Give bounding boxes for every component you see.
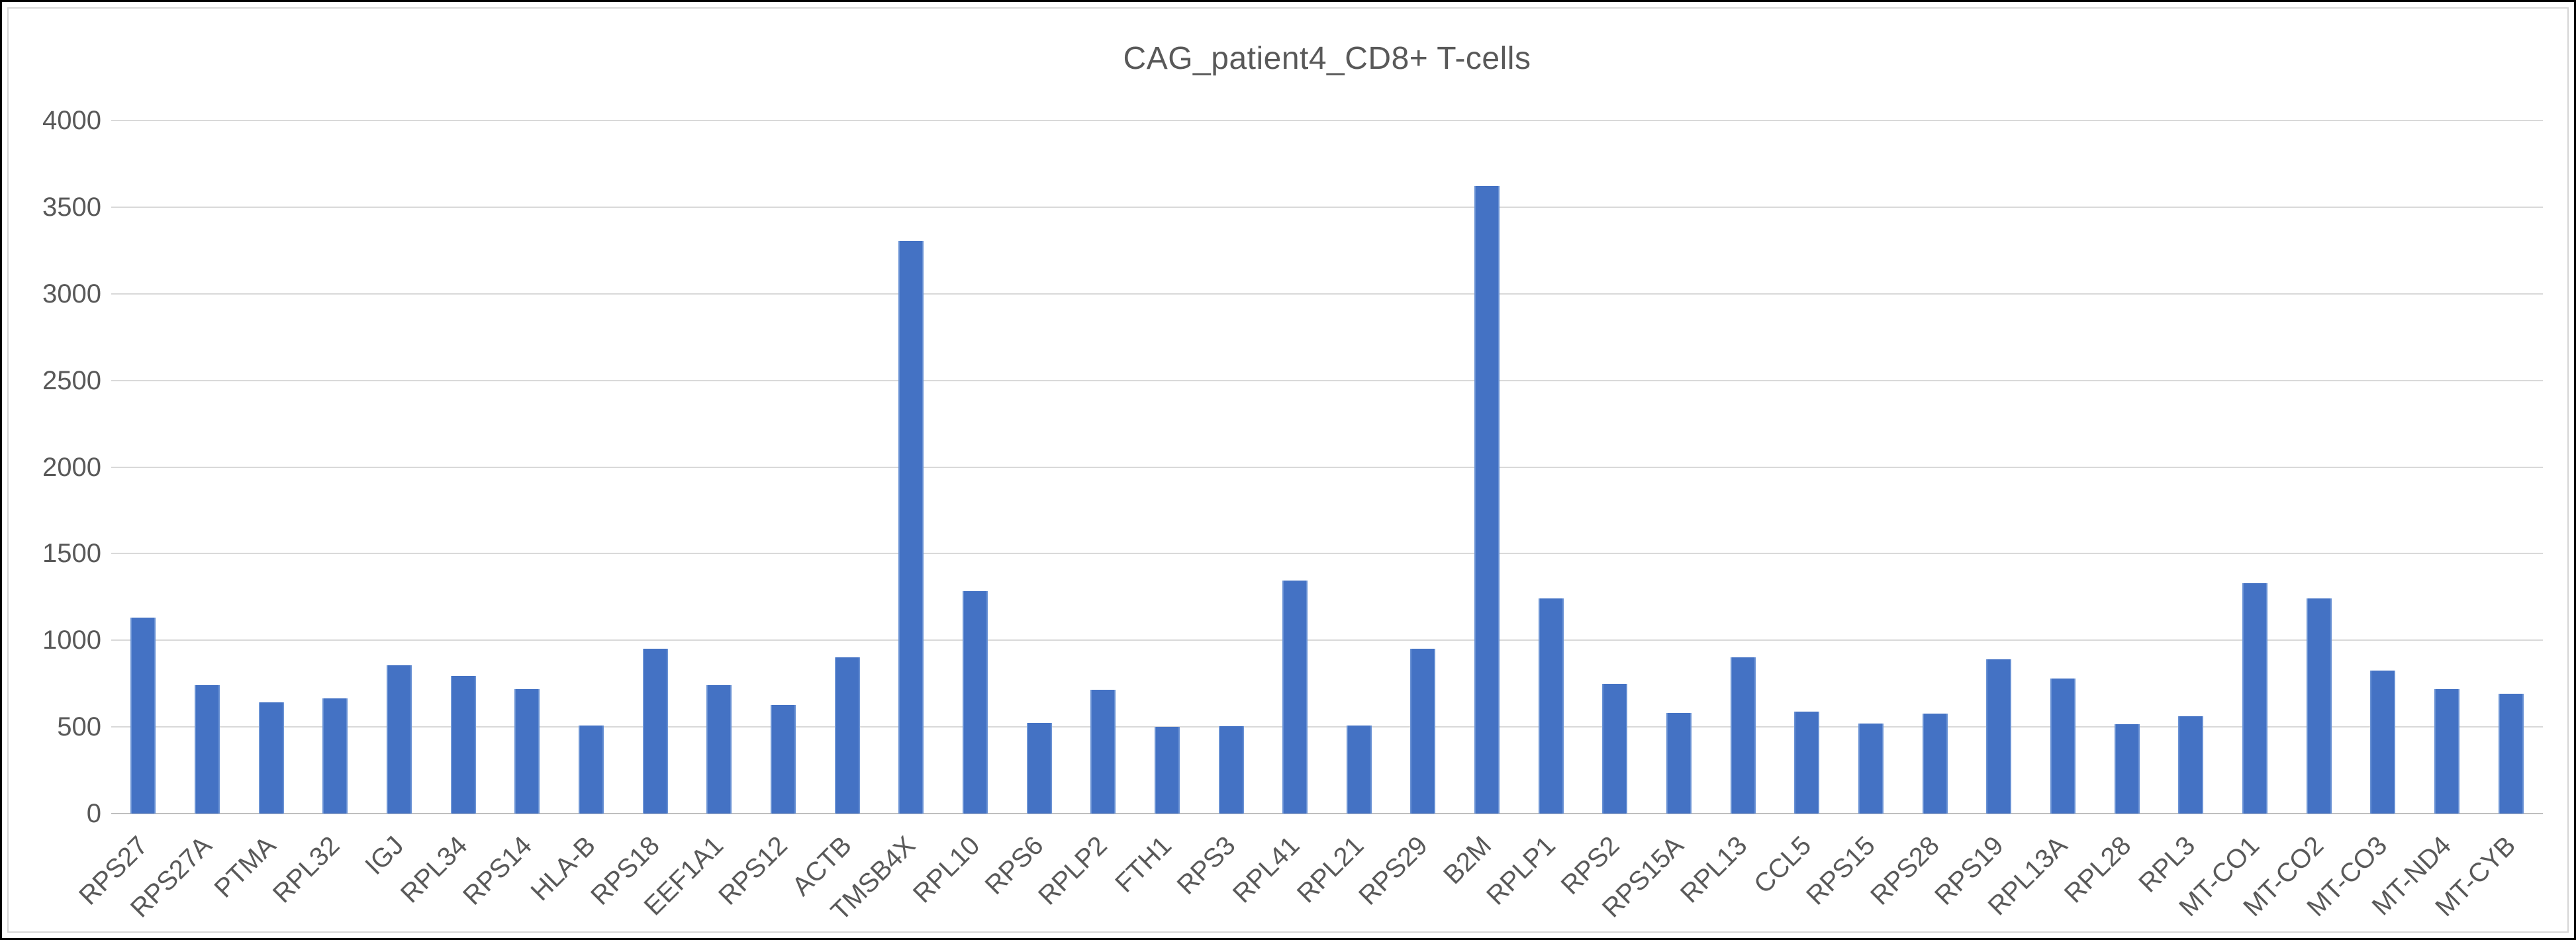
y-tick-label-0: 0 [86,799,101,828]
x-axis-line [111,813,2543,814]
x-tick-label-RPS28: RPS28 [1865,831,1945,911]
x-tick-label-RPS29: RPS29 [1353,831,1433,911]
chart-area: CAG_patient4_CD8+ T-cells 0 500 1000 1500 20… [7,7,2569,933]
x-tick-label-RPL34: RPL34 [395,831,473,909]
bar-RPL3[interactable] [2178,716,2203,814]
plot-area [111,120,2543,814]
bar-RPS18[interactable] [643,649,668,814]
y-tick-label-1000: 1000 [42,626,101,655]
x-tick-label-RPL21: RPL21 [1291,831,1369,909]
bar-RPS3[interactable] [1219,726,1244,814]
x-tick-label-RPLP2: RPLP2 [1033,831,1114,911]
bar-RPL10[interactable] [963,591,988,814]
x-tick-label-RPL32: RPL32 [267,831,346,909]
x-tick-label-RPS12: RPS12 [713,831,794,911]
bar-EEF1A1[interactable] [706,685,732,814]
x-tick-label-RPL41: RPL41 [1227,831,1306,909]
x-tick-label-RPS14: RPS14 [457,831,538,911]
bar-RPLP2[interactable] [1090,690,1116,814]
x-tick-label-RPL10: RPL10 [907,831,986,909]
bar-RPS28[interactable] [1923,714,1948,814]
gridline-1500 [111,553,2543,555]
bar-RPL41[interactable] [1282,581,1308,814]
y-tick-label-2500: 2500 [42,365,101,395]
bar-TMSB4X[interactable] [898,241,924,814]
bar-CCL5[interactable] [1794,712,1819,814]
bar-RPLP1[interactable] [1539,598,1564,814]
bar-B2M[interactable] [1474,186,1500,814]
bar-MT-CO2[interactable] [2307,598,2332,814]
bar-RPL21[interactable] [1347,726,1372,814]
x-tick-label-RPL13: RPL13 [1675,831,1753,909]
gridline-4000 [111,120,2543,121]
y-tick-label-500: 500 [57,712,101,742]
bar-RPL32[interactable] [322,698,348,814]
bar-RPS15A[interactable] [1666,713,1692,814]
x-tick-label-B2M: B2M [1437,831,1498,890]
gridline-3000 [111,293,2543,295]
bar-ACTB[interactable] [835,657,860,814]
gridline-3500 [111,206,2543,208]
bar-MT-CYB[interactable] [2499,694,2524,814]
gridline-500 [111,726,2543,728]
x-tick-label-RPLP1: RPLP1 [1481,831,1561,911]
gridline-1000 [111,639,2543,641]
x-tick-label-RPS15: RPS15 [1801,831,1882,911]
gridline-2000 [111,466,2543,468]
bar-RPS6[interactable] [1027,723,1052,814]
x-tick-label-IGJ: IGJ [359,831,410,881]
bar-MT-ND4[interactable] [2434,689,2459,814]
x-tick-label-RPL28: RPL28 [2059,831,2137,909]
bar-HLA-B[interactable] [579,726,604,814]
bar-RPS15[interactable] [1858,724,1884,814]
bar-PTMA[interactable] [259,702,284,814]
bar-RPL13A[interactable] [2050,679,2075,814]
y-tick-label-3500: 3500 [42,192,101,222]
y-tick-label-4000: 4000 [42,106,101,135]
bar-IGJ[interactable] [387,665,412,814]
x-tick-label-PTMA: PTMA [209,831,281,904]
bar-RPS19[interactable] [1986,659,2011,814]
bar-RPS14[interactable] [514,689,540,814]
bar-MT-CO3[interactable] [2370,671,2395,814]
bar-RPS2[interactable] [1602,684,1627,814]
bar-RPL28[interactable] [2115,724,2140,814]
bar-RPL13[interactable] [1731,657,1756,814]
y-tick-label-2000: 2000 [42,452,101,482]
bar-RPS29[interactable] [1410,649,1435,814]
y-tick-label-1500: 1500 [42,539,101,569]
bar-RPS12[interactable] [771,705,796,814]
x-tick-label-FTH1: FTH1 [1110,831,1177,898]
y-tick-label-3000: 3000 [42,279,101,308]
bar-RPL34[interactable] [451,676,476,814]
bar-RPS27[interactable] [130,618,156,814]
gridline-2500 [111,379,2543,381]
bar-RPS27A[interactable] [195,685,220,814]
bar-FTH1[interactable] [1155,727,1180,814]
bar-MT-CO1[interactable] [2242,583,2267,814]
chart-title: CAG_patient4_CD8+ T-cells [1123,41,1531,76]
